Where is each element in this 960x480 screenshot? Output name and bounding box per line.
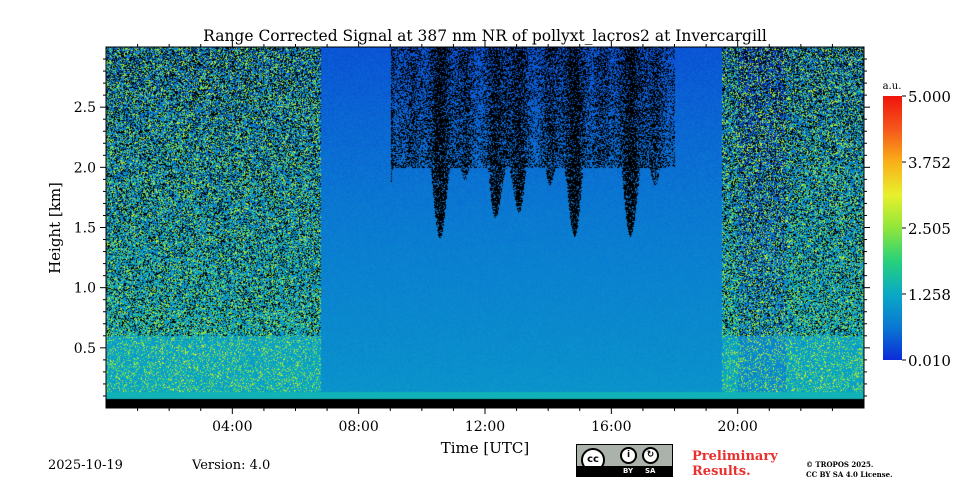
y-axis: 0.5 1.0 1.5 2.0 2.5: [74, 58, 870, 397]
colorbar-unit-label: a.u.: [883, 81, 902, 92]
colorbar: [883, 96, 902, 360]
copyright-notice: © TROPOS 2025. CC BY SA 4.0 License.: [806, 460, 916, 480]
cc-badge-band: [577, 466, 672, 476]
colorbar-tick-label: 5.000: [908, 88, 951, 106]
x-tick-label: 12:00: [465, 419, 505, 435]
cc-by-label: BY: [623, 467, 634, 475]
date-label: 2025-10-19: [48, 458, 123, 473]
x-axis: 04:00 08:00 12:00 16:00 20:00: [137, 41, 833, 435]
version-label: Version: 4.0: [192, 458, 271, 473]
x-axis-label: Time [UTC]: [441, 439, 530, 457]
x-tick-label: 08:00: [338, 419, 378, 435]
cc-license-badge: cc i ↻ BY SA: [576, 444, 673, 477]
y-axis-label: Height [km]: [46, 182, 64, 274]
copyright-line-1: © TROPOS 2025.: [806, 460, 874, 469]
colorbar-tick-label: 1.258: [908, 286, 951, 304]
cc-sa-label: SA: [645, 467, 656, 475]
heatmap-image: [106, 47, 864, 408]
x-tick-label: 16:00: [591, 419, 631, 435]
y-tick-label: 1.0: [74, 281, 96, 297]
y-tick-label: 0.5: [74, 341, 96, 357]
attribution-icon: i: [620, 447, 637, 464]
copyright-line-2: CC BY SA 4.0 License.: [806, 470, 893, 479]
colorbar-tick-label: 0.010: [908, 352, 951, 370]
x-tick-label: 04:00: [212, 419, 252, 435]
preliminary-results-label: Preliminary Results.: [692, 449, 778, 479]
y-tick-label: 2.5: [74, 100, 96, 116]
y-tick-label: 2.0: [74, 160, 96, 176]
y-tick-label: 1.5: [74, 221, 96, 237]
colorbar-tick-label: 2.505: [908, 220, 951, 238]
x-tick-label: 20:00: [717, 419, 757, 435]
colorbar-tick-label: 3.752: [908, 154, 951, 172]
share-alike-icon: ↻: [642, 447, 659, 464]
chart-title: Range Corrected Signal at 387 nm NR of p…: [203, 27, 767, 45]
colorbar-axis: 5.000 3.752 2.505 1.258 0.010: [902, 88, 951, 370]
